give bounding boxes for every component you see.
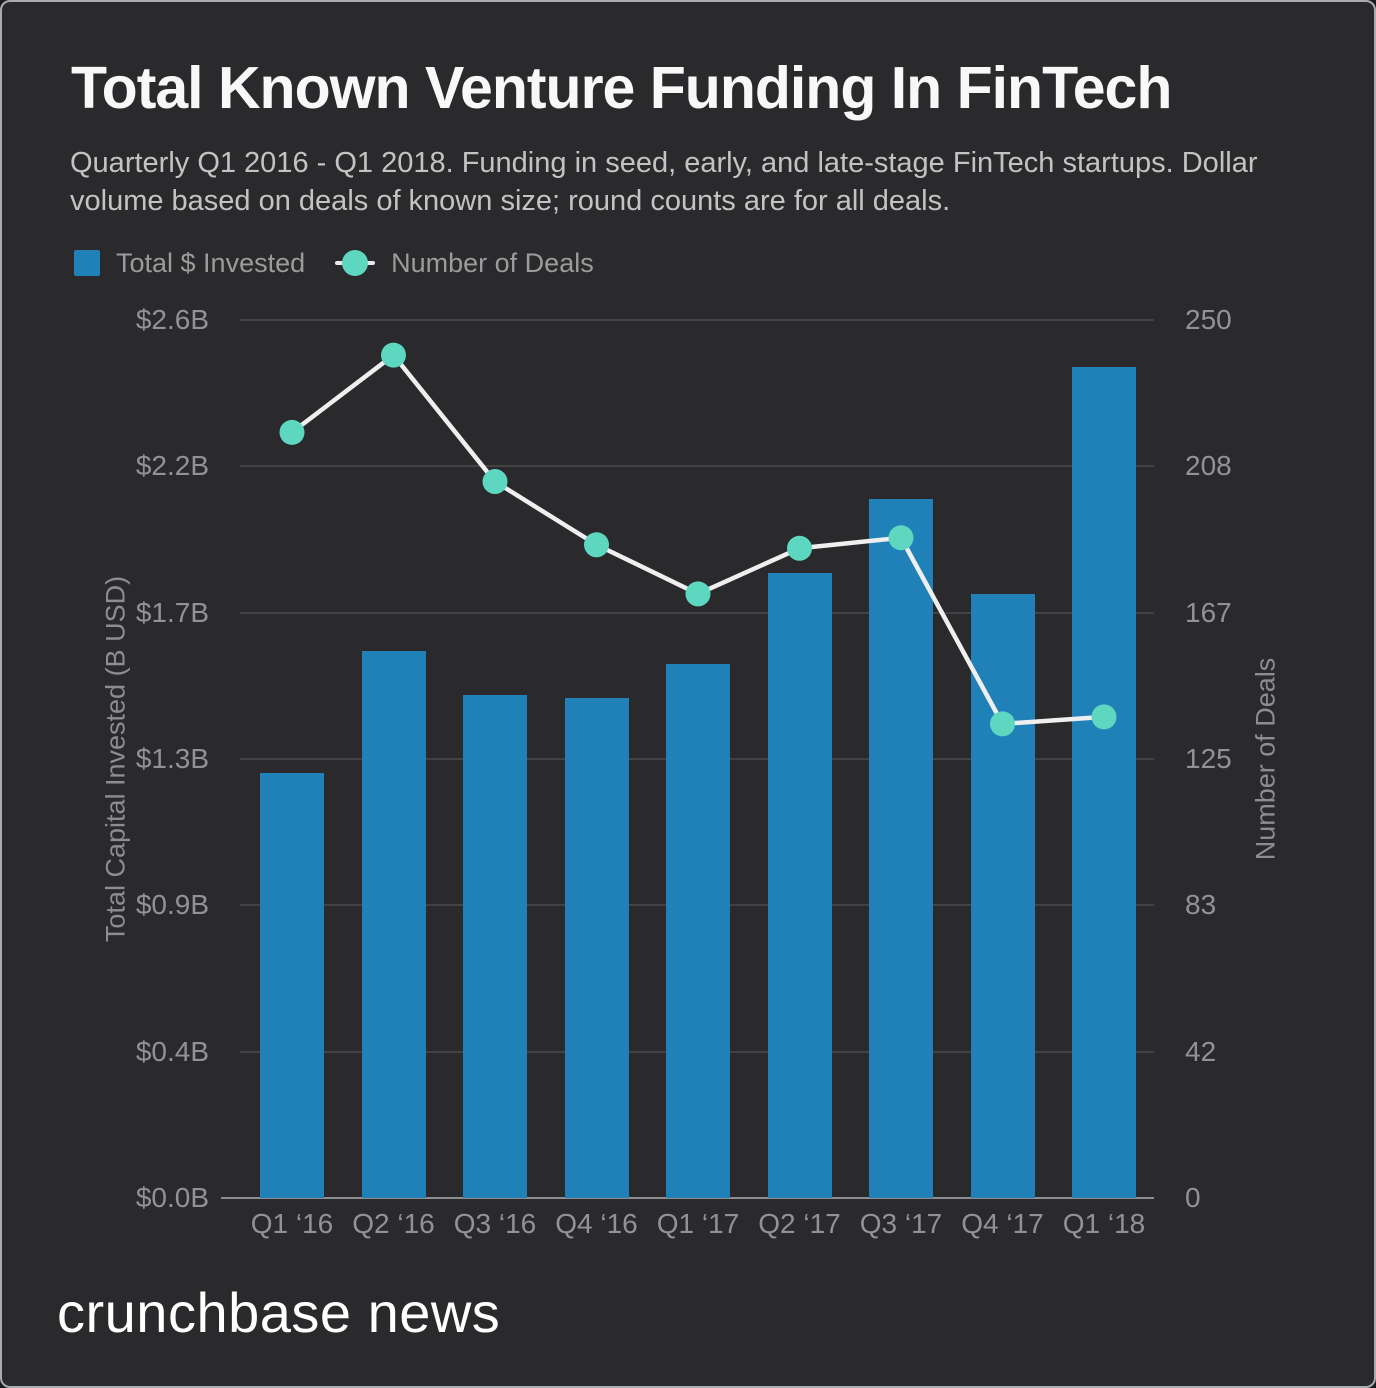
bar-Q117 xyxy=(666,664,730,1198)
deals-line-series xyxy=(279,342,1117,737)
x-tick: Q2 ‘17 xyxy=(758,1208,841,1239)
chart-title: Total Known Venture Funding In FinTech xyxy=(71,55,1172,121)
bar-Q116 xyxy=(260,772,324,1198)
x-tick: Q3 ‘17 xyxy=(859,1208,943,1239)
y-tick-right: 208 xyxy=(1185,450,1232,482)
x-tick: Q3 ‘16 xyxy=(453,1208,537,1239)
gridline xyxy=(240,465,1154,468)
crunchbase-news-logo: crunchbase news xyxy=(57,1281,501,1344)
bar-swatch-icon xyxy=(74,250,100,276)
y-tick-left: $2.2B xyxy=(135,450,209,482)
y-tick-right: 125 xyxy=(1185,743,1232,774)
y-tick-left: $0.9B xyxy=(135,889,209,921)
deals-point-Q116 xyxy=(279,419,305,445)
deals-line xyxy=(290,352,1105,727)
legend-item-invested: Total $ Invested xyxy=(74,248,305,279)
deals-point-Q117 xyxy=(685,581,711,607)
gridline xyxy=(240,611,1154,614)
bar-Q416 xyxy=(564,698,629,1198)
deals-point-Q317 xyxy=(888,525,914,551)
y-tick-right: 250 xyxy=(1185,304,1232,335)
legend-label-deals: Number of Deals xyxy=(391,247,594,278)
x-tick: Q4 ‘16 xyxy=(555,1208,638,1239)
y-tick-left: $1.7B xyxy=(135,596,209,628)
deals-point-Q416 xyxy=(584,532,609,558)
y-tick-left: $0.4B xyxy=(135,1035,209,1067)
bar-Q217 xyxy=(767,573,832,1198)
plot-area xyxy=(221,319,1154,1199)
bar-Q216 xyxy=(361,650,426,1198)
x-tick: Q2 ‘16 xyxy=(352,1208,435,1239)
legend-label-invested: Total $ Invested xyxy=(116,247,306,278)
gridline xyxy=(240,319,1154,321)
y-tick-left: $0.0B xyxy=(135,1182,209,1213)
deals-point-Q417 xyxy=(990,711,1015,737)
deals-point-Q118 xyxy=(1091,704,1117,730)
bar-Q317 xyxy=(869,498,933,1198)
x-axis-line xyxy=(221,1197,1154,1199)
y-tick-right: 0 xyxy=(1185,1182,1201,1213)
deals-point-Q316 xyxy=(482,469,508,495)
x-tick: Q1 ‘17 xyxy=(656,1208,740,1239)
legend-item-deals: Number of Deals xyxy=(335,248,594,279)
y-tick-right: 83 xyxy=(1185,889,1217,921)
line-dot-swatch-icon xyxy=(335,250,376,276)
legend: Total $ Invested Number of Deals xyxy=(74,245,594,281)
y-tick-left: $1.3B xyxy=(135,743,209,774)
deals-point-Q217 xyxy=(787,535,812,561)
bar-Q118 xyxy=(1072,367,1136,1198)
chart-subtitle: Quarterly Q1 2016 - Q1 2018. Funding in … xyxy=(70,147,1258,217)
y-tick-right: 167 xyxy=(1185,596,1232,628)
deals-point-Q216 xyxy=(381,342,406,368)
bar-Q417 xyxy=(970,593,1035,1198)
x-tick: Q1 ‘16 xyxy=(250,1208,334,1239)
y-tick-left: $2.6B xyxy=(135,304,209,335)
y-tick-right: 42 xyxy=(1185,1035,1217,1067)
x-tick: Q1 ‘18 xyxy=(1062,1208,1146,1239)
bar-Q316 xyxy=(463,694,527,1198)
x-tick: Q4 ‘17 xyxy=(961,1208,1044,1239)
